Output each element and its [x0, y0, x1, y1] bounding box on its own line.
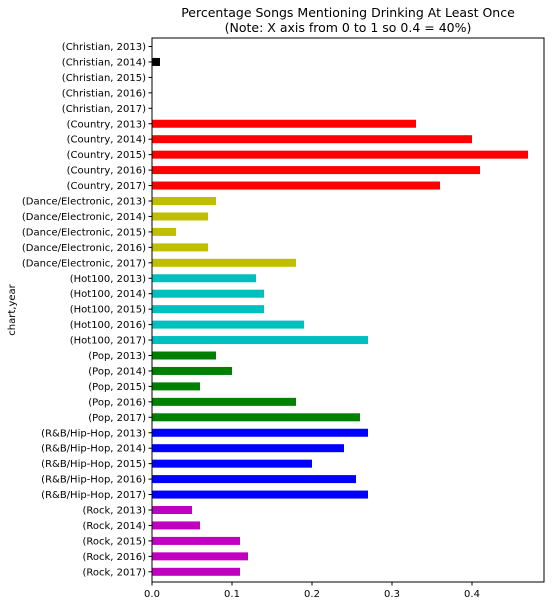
- bar: [152, 490, 368, 499]
- bar: [152, 336, 368, 345]
- y-tick-label: (Pop, 2017): [88, 413, 146, 424]
- bar: [152, 212, 208, 221]
- bar: [152, 166, 480, 175]
- y-tick-label: (Rock, 2016): [82, 552, 146, 563]
- y-tick-label: (R&B/Hip-Hop, 2016): [41, 475, 146, 486]
- x-tick-label: 0.2: [304, 589, 320, 600]
- y-tick-label: (Country, 2016): [67, 166, 146, 177]
- bar: [152, 289, 264, 298]
- bar: [152, 135, 472, 144]
- y-tick-label: (Dance/Electronic, 2015): [22, 227, 146, 238]
- chart-subtitle: (Note: X axis from 0 to 1 so 0.4 = 40%): [225, 20, 472, 35]
- y-tick-label: (Dance/Electronic, 2014): [22, 212, 146, 223]
- x-tick-label: 0.3: [384, 589, 400, 600]
- plot-area-frame: [151, 37, 545, 583]
- y-tick-label: (Hot100, 2014): [70, 289, 146, 300]
- bar: [152, 181, 440, 190]
- y-tick-label: (Pop, 2015): [88, 382, 146, 393]
- bar: [152, 552, 248, 561]
- bar: [152, 382, 200, 391]
- y-tick-label: (R&B/Hip-Hop, 2013): [41, 428, 146, 439]
- y-tick-label: (Rock, 2017): [82, 567, 146, 578]
- y-tick-label: (Country, 2013): [67, 119, 146, 130]
- bar: [152, 197, 216, 205]
- bar: [152, 351, 216, 360]
- y-tick-label: (Pop, 2014): [88, 366, 146, 377]
- bar: [152, 413, 360, 422]
- y-tick-label: (Christian, 2014): [62, 57, 146, 68]
- bar: [152, 428, 368, 437]
- chart-title: Percentage Songs Mentioning Drinking At …: [181, 5, 515, 20]
- bar: [152, 150, 528, 159]
- y-tick-label: (R&B/Hip-Hop, 2014): [41, 444, 146, 455]
- y-tick-label: (Christian, 2017): [62, 104, 146, 115]
- y-tick-label: (Christian, 2015): [62, 73, 146, 84]
- bar: [152, 475, 356, 484]
- bar: [152, 521, 200, 530]
- y-axis-label: chart,year: [7, 283, 18, 335]
- bars-group: [152, 57, 528, 576]
- x-tick-label: 0.4: [464, 589, 480, 600]
- bar: [152, 258, 296, 267]
- y-tick-label: (Hot100, 2017): [70, 336, 146, 347]
- y-tick-label: (Christian, 2016): [62, 88, 146, 99]
- bar: [152, 444, 344, 453]
- y-tick-label: (R&B/Hip-Hop, 2015): [41, 459, 146, 470]
- bar: [152, 57, 160, 66]
- bar: [152, 567, 240, 576]
- bar: [152, 536, 240, 545]
- bar: [152, 274, 256, 283]
- y-tick-label: (Country, 2014): [67, 135, 146, 146]
- bar: [152, 366, 232, 375]
- y-tick-label: (Country, 2015): [67, 150, 146, 161]
- bar: [152, 119, 416, 128]
- y-tick-label: (Christian, 2013): [62, 42, 146, 53]
- y-tick-label: (Rock, 2014): [82, 521, 146, 532]
- bar: [152, 459, 312, 468]
- bar: [152, 305, 264, 314]
- x-axis-ticks: 0.0 0.1 0.2 0.3 0.4: [144, 582, 480, 600]
- bar: [152, 243, 208, 252]
- x-tick-label: 0.1: [224, 589, 240, 600]
- x-tick-label: 0.0: [144, 589, 160, 600]
- bar: [152, 320, 304, 329]
- y-tick-label: (Hot100, 2013): [70, 274, 146, 285]
- y-tick-label: (Dance/Electronic, 2016): [22, 243, 146, 254]
- y-tick-label: (Pop, 2013): [88, 351, 146, 362]
- y-tick-label: (Country, 2017): [67, 181, 146, 192]
- bar: [152, 506, 192, 514]
- y-tick-label: (Rock, 2013): [82, 506, 146, 517]
- y-tick-label: (Pop, 2016): [88, 397, 146, 408]
- bar: [152, 397, 296, 406]
- y-tick-label: (Rock, 2015): [82, 536, 146, 547]
- y-tick-label: (Dance/Electronic, 2017): [22, 258, 146, 269]
- bar: [152, 227, 176, 236]
- y-tick-label: (Hot100, 2016): [70, 320, 146, 331]
- y-tick-label: (Hot100, 2015): [70, 305, 146, 316]
- y-tick-label: (Dance/Electronic, 2013): [22, 197, 146, 208]
- y-tick-label: (R&B/Hip-Hop, 2017): [41, 490, 146, 501]
- y-axis-ticks: (Christian, 2013) (Christian, 2014) (Chris…: [22, 42, 152, 578]
